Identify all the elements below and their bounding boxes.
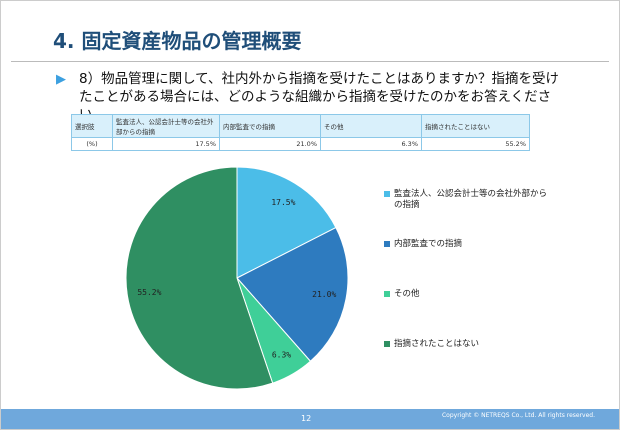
legend-item: 監査法人、公認会計士等の会社外部からの指摘: [384, 189, 554, 211]
copyright: Copyright © NETREQS Co., Ltd. All rights…: [441, 412, 595, 419]
legend-item: 内部監査での指摘: [384, 239, 554, 250]
legend-item: その他: [384, 289, 554, 300]
legend-swatch: [384, 191, 390, 197]
legend-item: 指摘されたことはない: [384, 339, 554, 350]
table-header: 指摘されたことはない: [421, 114, 530, 138]
summary-table: 選択肢 監査法人、公認会計士等の会社外部からの指摘 内部監査での指摘 その他 指…: [71, 114, 530, 151]
legend-label: 監査法人、公認会計士等の会社外部からの指摘: [394, 189, 548, 210]
table-cell: 6.3%: [320, 137, 422, 151]
pie-slice: [236, 166, 337, 279]
data-label: 6.3%: [272, 350, 291, 359]
page-number: 12: [301, 414, 312, 423]
slide-title: 4. 固定資産物品の管理概要: [53, 29, 302, 53]
pie-slice: [125, 166, 274, 390]
title-rule: [11, 61, 609, 62]
legend-label: 指摘されたことはない: [394, 339, 480, 349]
pie-slice: [236, 226, 349, 362]
question: 8）物品管理に関して、社内外から指摘を受けたことはありますか？指摘を受けたことが…: [79, 71, 560, 123]
data-label: 17.5%: [271, 198, 295, 207]
legend-swatch: [384, 241, 390, 247]
data-label: 21.0%: [312, 290, 336, 299]
table-cell: 55.2%: [421, 137, 530, 151]
legend-swatch: [384, 341, 390, 347]
table-header: 内部監査での指摘: [219, 114, 321, 138]
legend-label: 内部監査での指摘: [394, 239, 463, 249]
data-label: 55.2%: [137, 288, 161, 297]
legend-label: その他: [394, 289, 420, 299]
legend-swatch: [384, 291, 390, 297]
bullet: ▶: [56, 72, 66, 87]
footer-bar: [1, 409, 619, 429]
